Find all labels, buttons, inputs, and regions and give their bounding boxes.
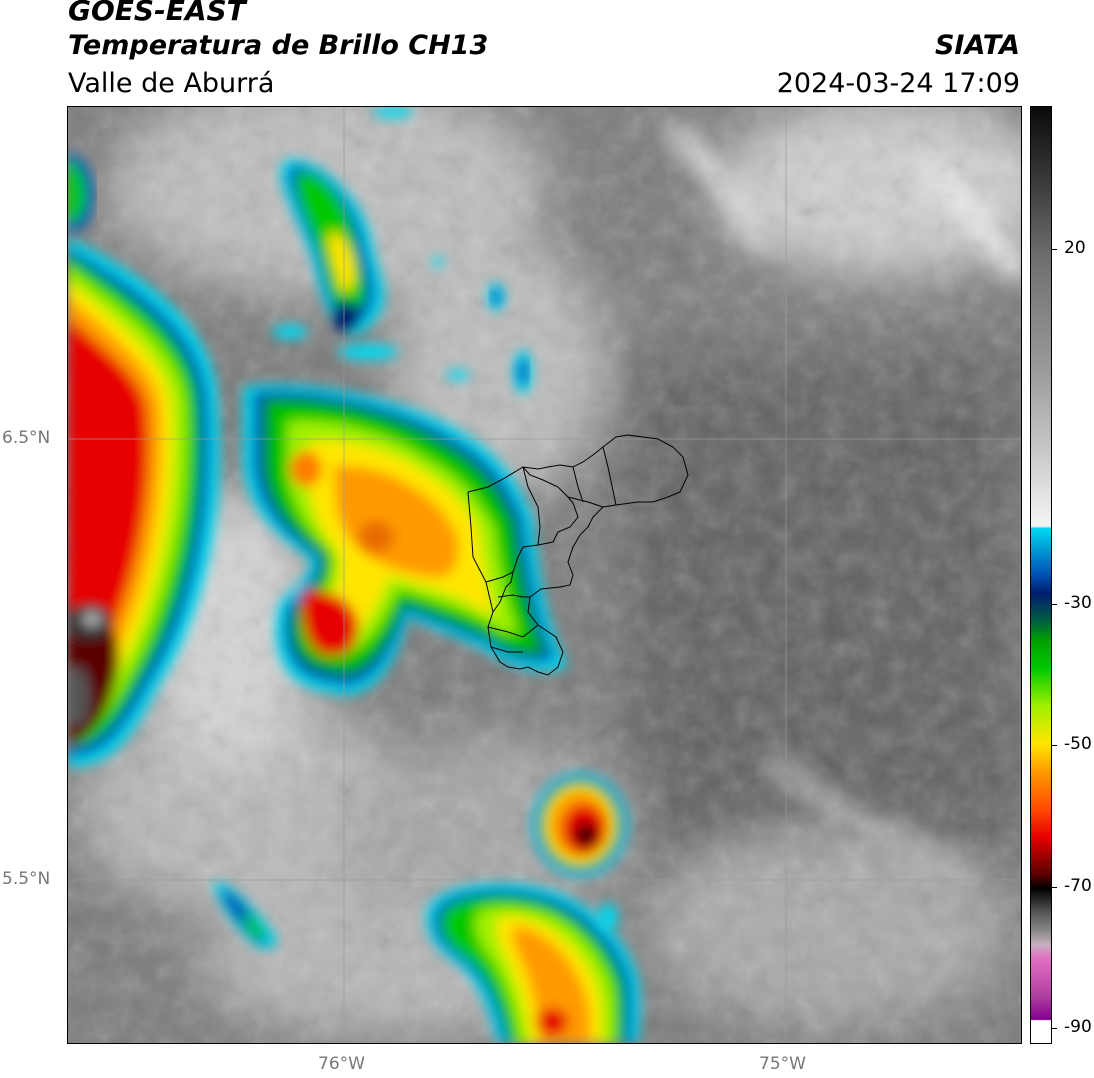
colorbar-tick	[1051, 887, 1057, 888]
colorbar-tick	[1051, 745, 1057, 746]
colorbar	[1030, 106, 1052, 1044]
satellite-map[interactable]	[67, 106, 1022, 1044]
lat-label-5-5: 5.5°N	[2, 869, 51, 889]
municipal-boundaries	[467, 434, 689, 676]
colorbar-label-minus30: -30	[1064, 593, 1092, 613]
colorbar-label-minus70: -70	[1064, 876, 1092, 896]
colorbar-label-20: 20	[1064, 238, 1086, 258]
datetime-label: 2024-03-24 17:09	[776, 68, 1020, 99]
colorbar-tick	[1051, 604, 1057, 605]
colorbar-label-minus50: -50	[1064, 734, 1092, 754]
colorbar-label-minus90: -90	[1064, 1017, 1092, 1037]
lon-label-75w: 75°W	[759, 1054, 806, 1074]
colorbar-tick	[1051, 1028, 1057, 1029]
satellite-title: GOES-EAST	[68, 0, 246, 27]
region-label: Valle de Aburrá	[68, 68, 275, 99]
colorbar-tick	[1051, 249, 1057, 250]
product-title: Temperatura de Brillo CH13	[68, 30, 489, 61]
lat-label-6-5: 6.5°N	[2, 428, 51, 448]
organization-label: SIATA	[934, 30, 1020, 61]
brightness-temperature-image	[68, 107, 1021, 1043]
lon-label-76w: 76°W	[318, 1054, 365, 1074]
